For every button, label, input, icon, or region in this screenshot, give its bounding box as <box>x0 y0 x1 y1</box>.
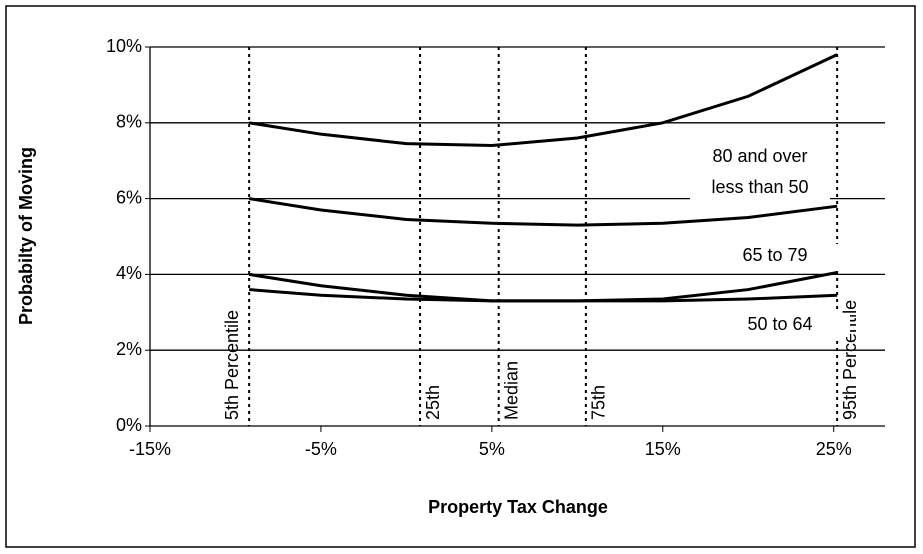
series-line <box>248 197 838 227</box>
series-label: less than 50 <box>711 177 808 197</box>
series-line <box>249 288 838 303</box>
reference-label: 25th <box>423 385 443 420</box>
x-tick-label: -5% <box>305 439 337 459</box>
series-label-bg <box>710 313 850 337</box>
x-tick-label: 25% <box>816 439 852 459</box>
series-label-bg <box>705 244 845 268</box>
chart-border <box>5 5 916 548</box>
y-tick-label: 2% <box>116 339 142 359</box>
reference-label: 5th Percentile <box>222 310 242 420</box>
y-tick-label: 8% <box>116 112 142 132</box>
series-label: 50 to 64 <box>747 314 812 334</box>
y-tick-label: 0% <box>116 415 142 435</box>
series-label: 80 and over <box>712 146 807 166</box>
reference-label: Median <box>501 361 521 420</box>
x-tick-label: 5% <box>479 439 505 459</box>
y-tick-label: 6% <box>116 187 142 207</box>
x-tick-label: -15% <box>129 439 171 459</box>
x-axis-title: Property Tax Change <box>428 497 608 517</box>
y-tick-label: 4% <box>116 263 142 283</box>
series-label-bg <box>690 145 830 169</box>
y-axis-title: Probabilty of Moving <box>16 147 36 325</box>
y-tick-label: 10% <box>106 36 142 56</box>
series-line <box>248 53 838 148</box>
reference-label: 75th <box>589 385 609 420</box>
series-label-bg <box>690 176 830 200</box>
x-tick-label: 15% <box>645 439 681 459</box>
series-label: 65 to 79 <box>742 245 807 265</box>
